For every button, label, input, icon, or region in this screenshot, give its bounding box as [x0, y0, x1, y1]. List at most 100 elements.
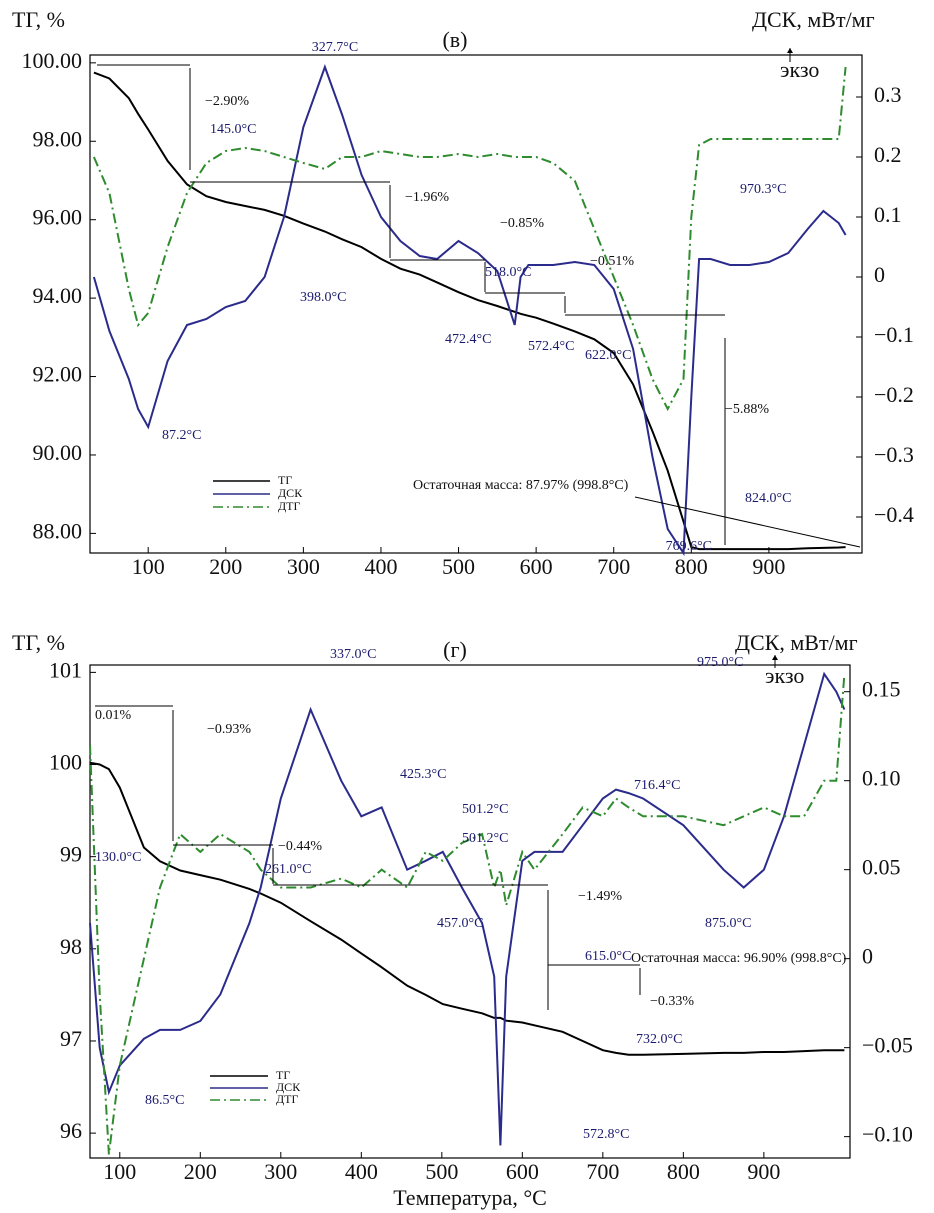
annotation: 145.0°C [210, 122, 256, 137]
y2-tick-label: −0.1 [874, 322, 914, 347]
annotation: 824.0°C [745, 491, 791, 506]
annotation: 87.2°C [162, 428, 201, 443]
annotation: 472.4°C [445, 332, 491, 347]
series-line [89, 761, 845, 1056]
annotation: 622.0°C [585, 348, 631, 363]
y2-tick-label: 0.15 [862, 677, 901, 702]
y-tick-label: 90.00 [33, 440, 83, 465]
annotation: 975.0°C [697, 655, 743, 670]
annotation: 0.01% [95, 708, 132, 723]
x-tick-label: 100 [132, 554, 165, 579]
annotation: 261.0°C [265, 862, 311, 877]
annotation: 732.0°C [636, 1032, 682, 1047]
y2-tick-label: 0.3 [874, 82, 902, 107]
x-tick-label: 700 [597, 554, 630, 579]
plot-frame [89, 54, 863, 554]
annotation: 875.0°C [705, 916, 751, 931]
y2-tick-label: −0.2 [874, 382, 914, 407]
y2-tick-label: 0.10 [862, 766, 901, 791]
y2-tick-label: −0.10 [862, 1122, 913, 1147]
y-tick-label: 97 [60, 1026, 82, 1051]
mass-loss-bracket [634, 496, 861, 548]
x-axis-label: Температура, °C [393, 1185, 547, 1210]
legend-label: ТГ [276, 1068, 290, 1082]
annotation: −5.88% [725, 402, 769, 417]
legend-label: ТГ [278, 473, 292, 487]
y-tick-label: 96.00 [33, 205, 83, 230]
x-tick-label: 500 [425, 1159, 458, 1184]
series-line [92, 64, 847, 557]
x-tick-label: 300 [287, 554, 320, 579]
y-tick-label: 100.00 [22, 48, 83, 73]
annotation: 501.2°C [462, 802, 508, 817]
annotation: Остаточная масса: 87.97% (998.8°C) [413, 478, 629, 493]
y2-tick-label: 0.05 [862, 855, 901, 880]
annotation: 337.0°C [330, 647, 376, 662]
annotation: −0.85% [500, 216, 544, 231]
x-tick-label: 600 [506, 1159, 539, 1184]
x-tick-label: 700 [586, 1159, 619, 1184]
exo-arrowhead [787, 48, 793, 53]
x-tick-label: 100 [103, 1159, 136, 1184]
y2-tick-label: −0.3 [874, 442, 914, 467]
series-line [93, 71, 846, 551]
annotation: 518.0°C [485, 265, 531, 280]
x-tick-label: 900 [752, 554, 785, 579]
y-tick-label: 98 [60, 934, 82, 959]
annotation: 425.3°C [400, 767, 446, 782]
series-line [89, 671, 846, 1146]
exo-arrowhead [772, 655, 778, 660]
annotation: 130.0°C [95, 850, 141, 865]
y2-tick-label: −0.4 [874, 502, 914, 527]
annotation: −0.93% [207, 722, 251, 737]
y-axis-label: ТГ, % [12, 630, 65, 655]
y2-tick-label: 0.1 [874, 202, 902, 227]
y2-tick-label: 0 [874, 262, 885, 287]
y2-axis-label: ДСК, мВт/мг [735, 630, 858, 655]
annotation: 572.8°C [583, 1127, 629, 1142]
y-tick-label: 94.00 [33, 283, 83, 308]
annotation: −2.90% [205, 94, 249, 109]
y-tick-label: 96 [60, 1118, 82, 1143]
legend-label: ДТГ [278, 499, 301, 513]
annotation: −0.51% [590, 254, 634, 269]
annotation: 769.6°C [666, 539, 712, 554]
y2-tick-label: 0 [862, 944, 873, 969]
x-tick-label: 800 [675, 554, 708, 579]
series-line [92, 66, 847, 412]
y2-axis-label: ДСК, мВт/мг [752, 7, 875, 32]
annotation: 572.4°C [528, 339, 574, 354]
x-tick-label: 500 [442, 554, 475, 579]
annotation: −1.49% [578, 889, 622, 904]
legend-label: ДСК [278, 486, 303, 500]
annotation: −0.33% [650, 994, 694, 1009]
y-tick-label: 88.00 [33, 518, 83, 543]
annotation: 86.5°C [145, 1093, 184, 1108]
x-tick-label: 200 [209, 554, 242, 579]
y-axis-label: ТГ, % [12, 7, 65, 32]
x-tick-label: 900 [747, 1159, 780, 1184]
plot-frame [89, 664, 851, 1159]
annotation: 327.7°C [312, 40, 358, 55]
annotation: Остаточная масса: 96.90% (998.8°C) [631, 951, 847, 966]
annotation: −0.44% [278, 839, 322, 854]
annotation: 716.4°C [634, 778, 680, 793]
y-tick-label: 99 [60, 842, 82, 867]
legend-label: ДСК [276, 1080, 301, 1094]
legend-label: ДТГ [276, 1092, 299, 1106]
x-tick-label: 300 [264, 1159, 297, 1184]
annotation: 457.0°C [437, 916, 483, 931]
annotation: −1.96% [405, 190, 449, 205]
panel-label: (г) [443, 637, 467, 662]
annotation: 615.0°C [585, 949, 631, 964]
annotation: 398.0°C [300, 290, 346, 305]
annotation: 970.3°C [740, 182, 786, 197]
y-tick-label: 98.00 [33, 126, 83, 151]
y-tick-label: 92.00 [33, 362, 83, 387]
x-tick-label: 800 [667, 1159, 700, 1184]
annotation: 501.2°C [462, 831, 508, 846]
exo-label: экзо [780, 57, 819, 82]
y2-tick-label: 0.2 [874, 142, 902, 167]
y-tick-label: 101 [49, 657, 82, 682]
panel-label: (в) [442, 27, 467, 52]
